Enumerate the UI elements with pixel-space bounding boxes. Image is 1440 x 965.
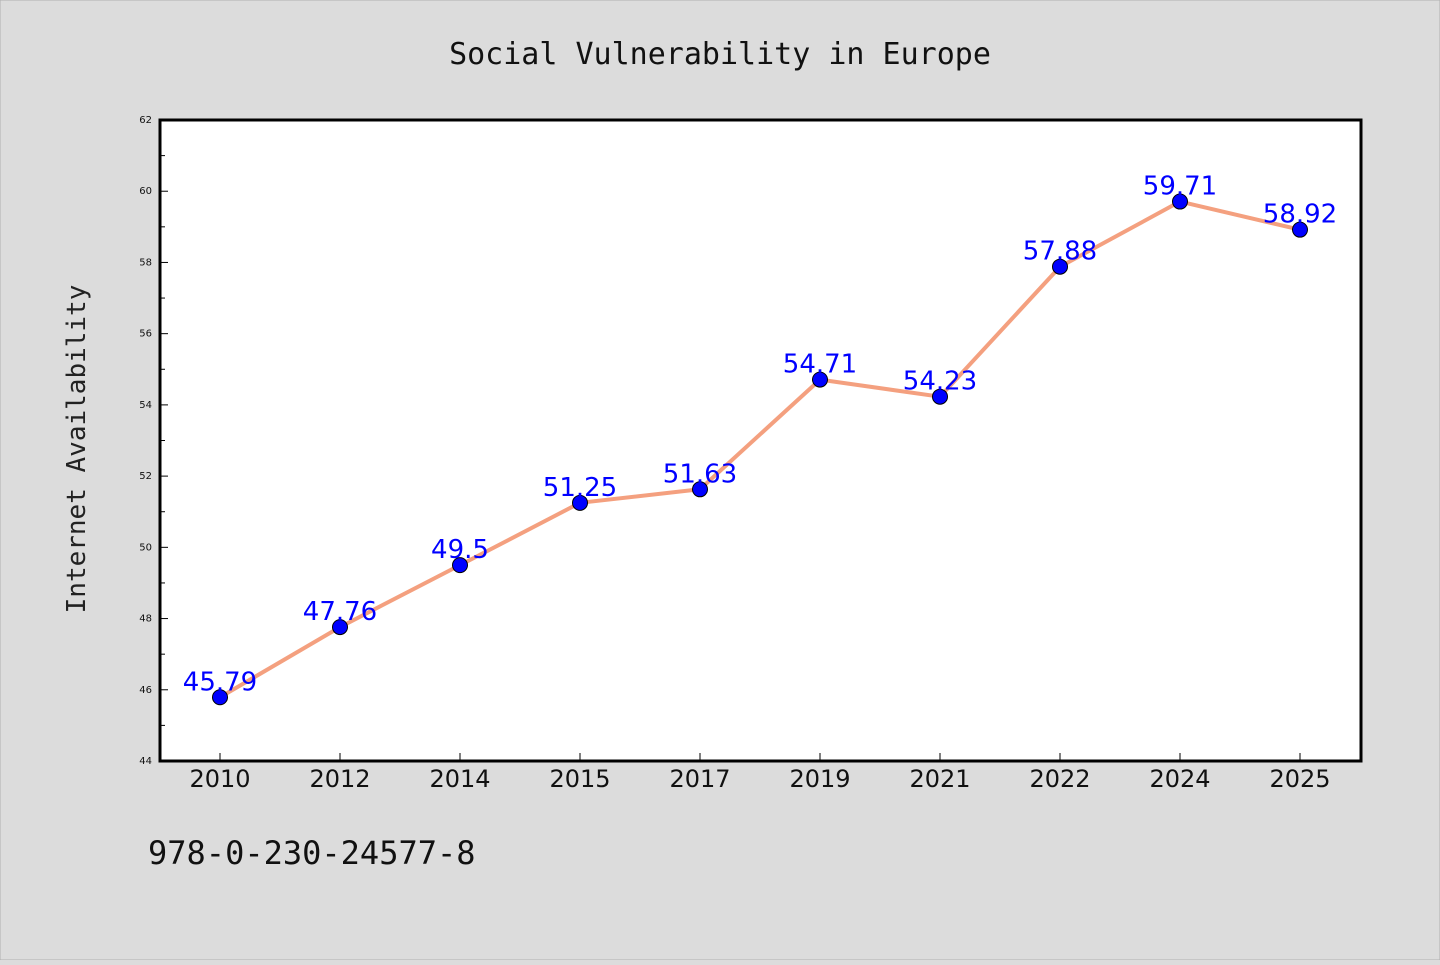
data-point <box>932 388 948 405</box>
x-tick-label: 2014 <box>429 765 490 793</box>
y-tick-label: 60 <box>139 186 152 197</box>
y-tick-label: 52 <box>139 471 152 482</box>
series-line-group: 45.79 47.76 49.5 51.25 51.63 54.71 54.23 57.88 5… <box>183 172 1337 706</box>
x-tick-label: 2010 <box>189 765 250 793</box>
data-point <box>332 619 348 636</box>
y-tick-label: 56 <box>139 329 152 340</box>
chart-title: Social Vulnerability in Europe <box>449 37 991 72</box>
data-label: 59.71 <box>1143 172 1217 202</box>
data-label: 49.5 <box>431 535 489 565</box>
data-label: 57.88 <box>1023 237 1097 267</box>
y-tick-label: 48 <box>139 614 152 625</box>
x-tick-label: 2022 <box>1029 765 1090 793</box>
y-tick-label: 58 <box>139 257 152 268</box>
data-point <box>572 494 588 511</box>
y-tick-label: 44 <box>139 756 152 767</box>
x-tick-label: 2012 <box>309 765 370 793</box>
data-point <box>212 689 228 706</box>
data-label: 54.71 <box>783 350 857 380</box>
data-point <box>452 557 468 574</box>
x-tick-label: 2017 <box>669 765 730 793</box>
data-point <box>1172 193 1188 210</box>
series-line <box>218 199 1302 700</box>
data-label: 51.63 <box>663 459 737 489</box>
x-tick-label: 2021 <box>909 765 970 793</box>
x-tick-label: 2025 <box>1269 765 1330 793</box>
data-label: 54.23 <box>903 367 977 397</box>
y-tick-label: 62 <box>139 115 152 126</box>
y-tick-label: 46 <box>139 685 152 696</box>
x-axis: 2010 2012 2014 2015 2017 2019 2021 2022 2024 2025 <box>189 753 1331 793</box>
x-tick-label: 2015 <box>549 765 610 793</box>
data-label: 58.92 <box>1263 200 1337 230</box>
x-tick-label: 2024 <box>1149 765 1210 793</box>
y-axis-label: Internet Availability <box>62 285 92 614</box>
footnote-isbn: 978-0-230-24577-8 <box>148 834 476 872</box>
data-label: 47.76 <box>303 597 377 627</box>
data-label: 51.25 <box>543 473 617 503</box>
x-tick-label: 2019 <box>789 765 850 793</box>
data-point <box>812 371 828 388</box>
y-tick-label: 54 <box>139 400 152 411</box>
data-label: 45.79 <box>183 667 257 697</box>
data-point <box>692 481 708 498</box>
data-point <box>1292 221 1308 238</box>
data-point <box>1052 258 1068 275</box>
y-tick-label: 50 <box>139 542 152 553</box>
plot-area <box>158 118 1363 763</box>
y-axis: 44 46 48 50 52 54 56 58 60 62 <box>139 115 168 767</box>
